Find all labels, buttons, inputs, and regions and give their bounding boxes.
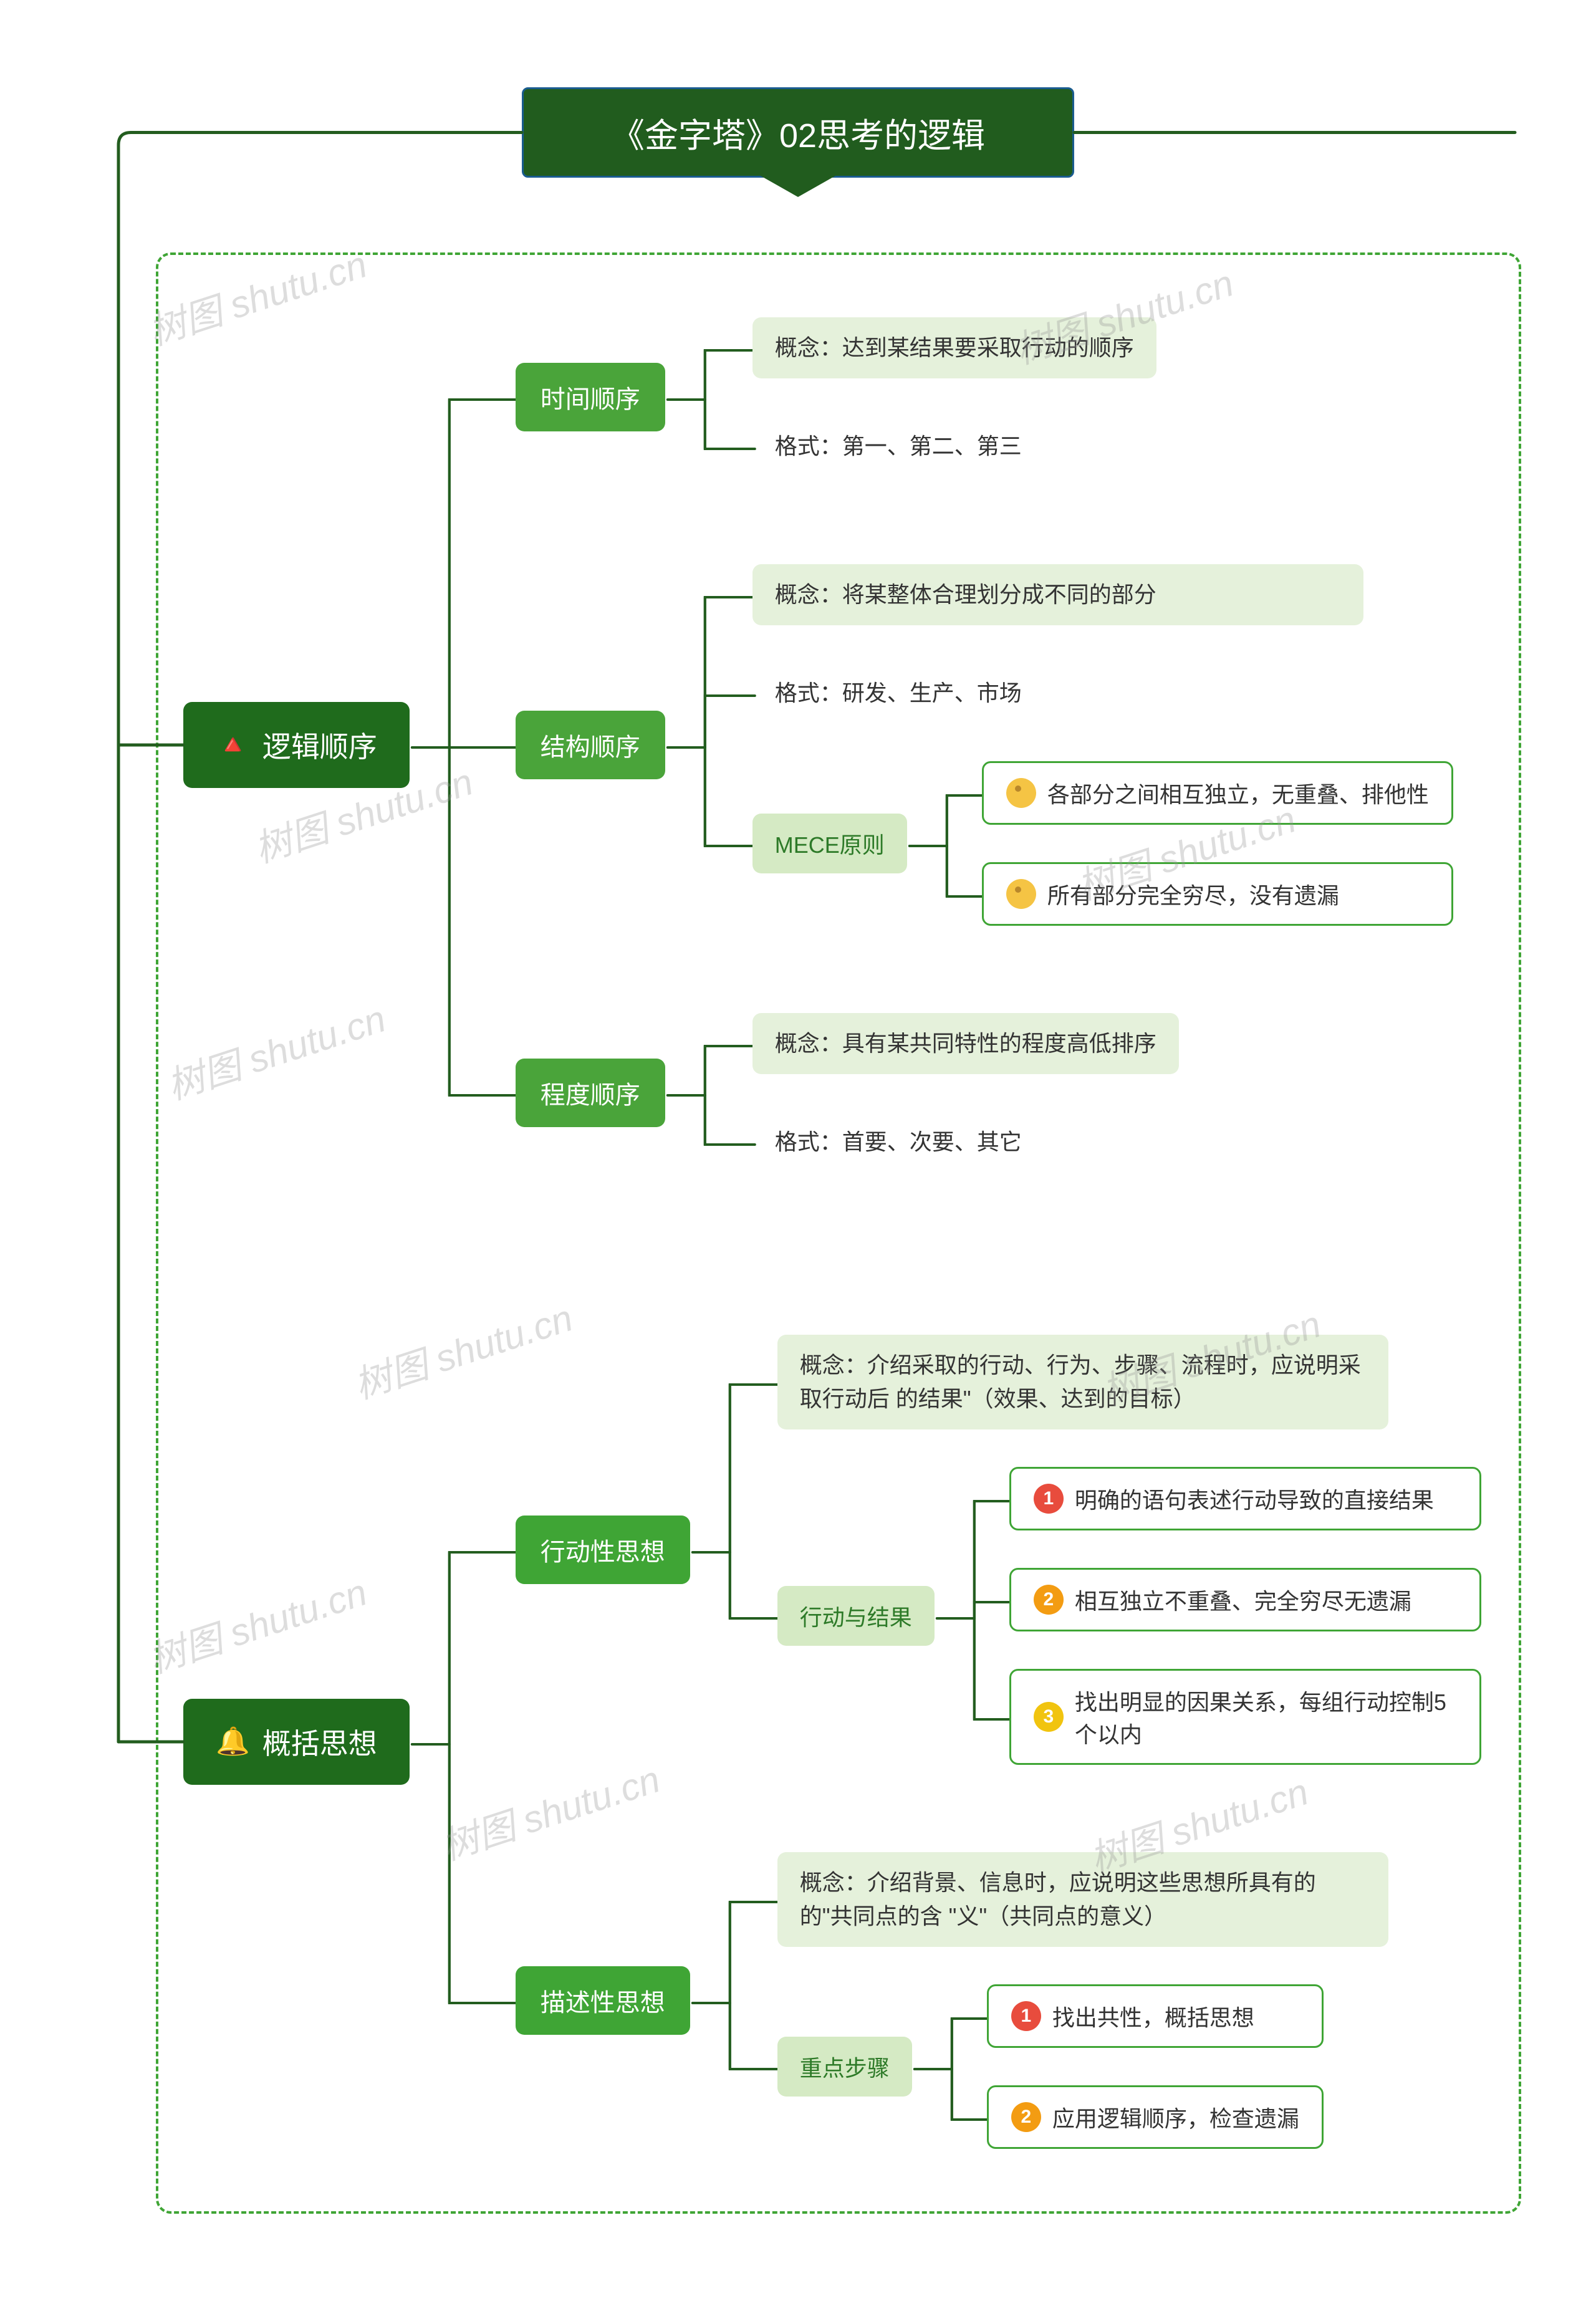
branch-node: 结构顺序 [516, 711, 665, 779]
detail-node: 所有部分完全穷尽，没有遗漏 [982, 862, 1453, 926]
page-title: 《金字塔》02思考的逻辑 [522, 87, 1074, 178]
number-badge: 1 [1034, 1484, 1064, 1514]
sub-node: 重点步骤 [777, 2037, 912, 2097]
section-icon: 🔔 [216, 1728, 250, 1756]
bullet-icon [1006, 879, 1036, 909]
number-badge: 3 [1034, 1702, 1064, 1732]
branch-node: 行动性思想 [516, 1516, 690, 1584]
detail-text: 明确的语句表述行动导致的直接结果 [1075, 1482, 1434, 1515]
leaf-node: 格式：研发、生产、市场 [752, 663, 1363, 724]
detail-text: 相互独立不重叠、完全穷尽无遗漏 [1075, 1583, 1411, 1616]
section-node: 🔺 逻辑顺序 [183, 702, 410, 788]
section-icon: 🔺 [216, 731, 250, 759]
branch-node: 时间顺序 [516, 363, 665, 431]
leaf-node: 概念：将某整体合理划分成不同的部分 [752, 564, 1363, 625]
detail-node: 1 明确的语句表述行动导致的直接结果 [1009, 1467, 1481, 1530]
section-node: 🔔 概括思想 [183, 1699, 410, 1785]
detail-node: 2 相互独立不重叠、完全穷尽无遗漏 [1009, 1568, 1481, 1631]
detail-node: 各部分之间相互独立，无重叠、排他性 [982, 761, 1453, 825]
sub-node: MECE原则 [752, 814, 907, 873]
detail-node: 2 应用逻辑顺序，检查遗漏 [987, 2085, 1324, 2149]
bullet-icon [1006, 778, 1036, 808]
section-label: 概括思想 [262, 1721, 377, 1762]
detail-node: 1 找出共性，概括思想 [987, 1984, 1324, 2048]
leaf-node: 格式：第一、第二、第三 [752, 416, 1156, 477]
detail-text: 找出共性，概括思想 [1052, 2000, 1254, 2032]
branch-node: 描述性思想 [516, 1966, 690, 2035]
leaf-node: 概念：介绍背景、信息时，应说明这些思想所具有的的"共同点的含 "义"（共同点的意… [777, 1852, 1388, 1947]
detail-node: 3 找出明显的因果关系，每组行动控制5个以内 [1009, 1669, 1481, 1765]
leaf-node: 概念：介绍采取的行动、行为、步骤、流程时，应说明采取行动后 的结果"（效果、达到… [777, 1335, 1388, 1429]
detail-text: 所有部分完全穷尽，没有遗漏 [1047, 878, 1339, 910]
section-label: 逻辑顺序 [262, 724, 377, 766]
leaf-node: 格式：首要、次要、其它 [752, 1112, 1179, 1173]
diagram-container: 🔺 逻辑顺序 时间顺序 概念：达到某结果要采取行动的顺序格式：第一、第二、第三结构顺序… [156, 252, 1521, 2214]
number-badge: 2 [1011, 2102, 1041, 2132]
sub-node: 行动与结果 [777, 1586, 935, 1646]
number-badge: 1 [1011, 2001, 1041, 2031]
detail-text: 找出明显的因果关系，每组行动控制5个以内 [1075, 1684, 1457, 1749]
detail-text: 应用逻辑顺序，检查遗漏 [1052, 2101, 1299, 2133]
number-badge: 2 [1034, 1585, 1064, 1615]
leaf-node: 概念：具有某共同特性的程度高低排序 [752, 1013, 1179, 1074]
leaf-node: 概念：达到某结果要采取行动的顺序 [752, 317, 1156, 378]
branch-node: 程度顺序 [516, 1059, 665, 1127]
detail-text: 各部分之间相互独立，无重叠、排他性 [1047, 777, 1429, 809]
